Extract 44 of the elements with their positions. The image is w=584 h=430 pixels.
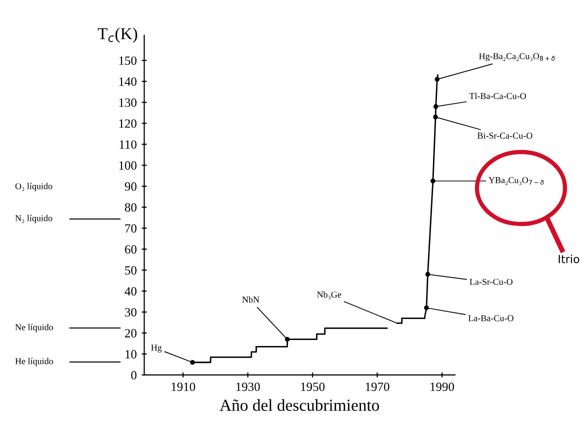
text: He líquido	[15, 358, 54, 366]
text: O₂ líquido	[15, 182, 52, 192]
annotation: Bi-Sr-Ca-Cu-O	[477, 132, 532, 139]
x-tick-label: 1910	[172, 382, 196, 392]
x-tick-label: 1970	[366, 382, 390, 392]
y-tick-label: 130	[119, 98, 136, 107]
y-tick-label: 140	[119, 77, 136, 86]
annotation: Hg-Ba₂Ca₂Cu₃O$_{8+δ}$	[479, 53, 555, 62]
annotation: YBa₂Cu₃O$_{7−δ}$	[488, 177, 544, 185]
annotation: La-Ba-Cu-O	[468, 315, 514, 322]
point	[433, 114, 438, 120]
annotation: Nb₃Ge	[317, 291, 342, 300]
x-tick-label: 1990	[430, 382, 454, 392]
y-tick-label: 70	[125, 224, 136, 233]
y-tick-label: 120	[119, 119, 136, 128]
y-tick-label: 100	[119, 161, 136, 170]
point	[434, 76, 440, 82]
y-tick-label: 20	[125, 329, 136, 338]
point	[430, 178, 436, 184]
text: Itrio	[558, 254, 580, 264]
annotation: La-Sr-Cu-O	[470, 278, 512, 285]
y-tick-label: 80	[124, 203, 136, 212]
point	[425, 272, 430, 277]
point	[433, 104, 438, 109]
text: N₂ líquido	[15, 214, 52, 224]
y-tick-label: 50	[125, 266, 136, 275]
text: Ne líquido	[15, 324, 54, 332]
y-tick-label: 30	[125, 308, 136, 317]
y-axis-title: T$_{c}$(K)	[98, 28, 138, 43]
annotation: Hg	[151, 344, 162, 353]
x-axis-title: Año del descubrimiento	[220, 399, 380, 411]
y-tick-label: 10	[126, 350, 136, 358]
point	[424, 305, 429, 310]
y-tick-label: 0	[131, 370, 136, 380]
annotation: NbN	[242, 296, 260, 303]
point	[190, 360, 195, 365]
y-tick-label: 40	[124, 287, 136, 296]
y-tick-label: 150	[119, 56, 136, 65]
x-tick-label: 1930	[236, 382, 260, 392]
x-tick-label: 1950	[301, 382, 325, 392]
y-tick-label: 110	[120, 140, 136, 149]
annotation: Tl-Ba-Ca-Cu-O	[469, 92, 526, 100]
y-tick-label: 90	[124, 182, 136, 191]
y-tick-label: 60	[124, 245, 136, 254]
